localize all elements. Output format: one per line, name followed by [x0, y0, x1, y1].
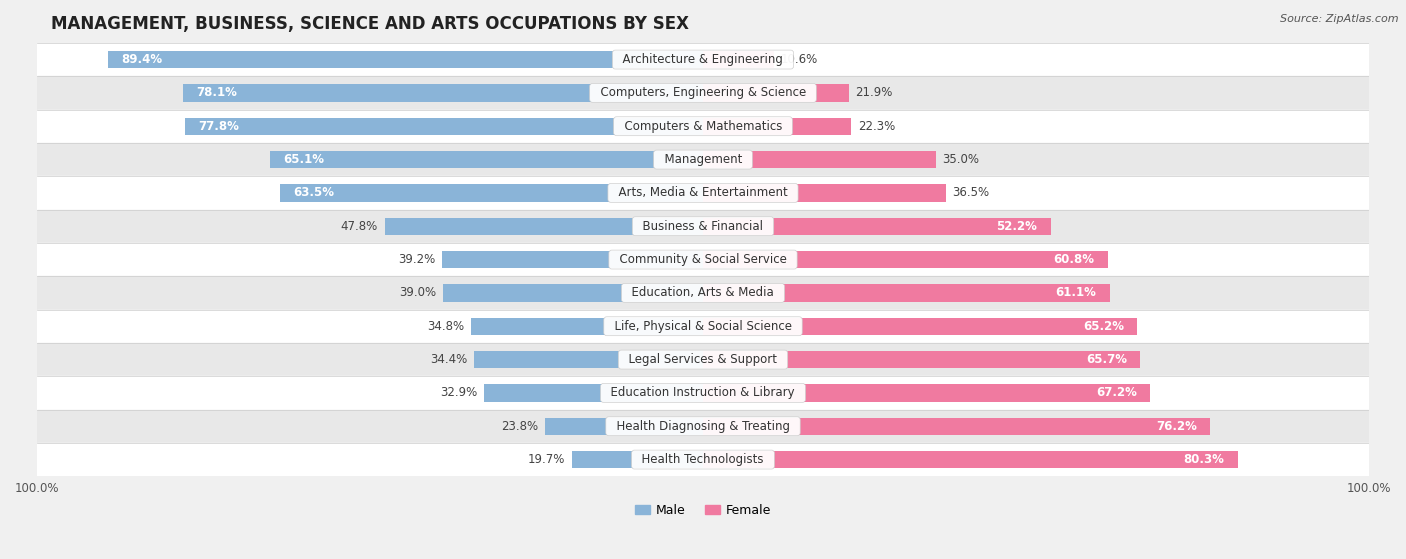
- Legend: Male, Female: Male, Female: [630, 499, 776, 522]
- Text: 80.3%: 80.3%: [1184, 453, 1225, 466]
- Bar: [703, 184, 946, 202]
- Bar: [484, 384, 703, 401]
- Bar: [572, 451, 703, 468]
- Bar: [703, 318, 1137, 335]
- Bar: [703, 284, 1109, 301]
- Bar: [474, 351, 703, 368]
- Text: 65.1%: 65.1%: [283, 153, 323, 166]
- Bar: [37, 376, 1369, 410]
- Bar: [108, 51, 703, 68]
- Bar: [385, 217, 703, 235]
- Bar: [186, 117, 703, 135]
- Bar: [183, 84, 703, 102]
- Bar: [37, 43, 1369, 76]
- Bar: [703, 384, 1150, 401]
- Text: Health Diagnosing & Treating: Health Diagnosing & Treating: [609, 420, 797, 433]
- Text: Arts, Media & Entertainment: Arts, Media & Entertainment: [610, 186, 796, 200]
- Bar: [37, 176, 1369, 210]
- Text: 22.3%: 22.3%: [858, 120, 896, 132]
- Bar: [37, 310, 1369, 343]
- Bar: [703, 84, 849, 102]
- Text: 60.8%: 60.8%: [1053, 253, 1094, 266]
- Text: 39.0%: 39.0%: [399, 286, 437, 300]
- Bar: [471, 318, 703, 335]
- Text: 78.1%: 78.1%: [197, 87, 238, 100]
- Bar: [270, 151, 703, 168]
- Text: 34.8%: 34.8%: [427, 320, 464, 333]
- Bar: [37, 243, 1369, 276]
- Text: 21.9%: 21.9%: [855, 87, 893, 100]
- Text: Computers & Mathematics: Computers & Mathematics: [617, 120, 789, 132]
- Bar: [37, 110, 1369, 143]
- Text: 77.8%: 77.8%: [198, 120, 239, 132]
- Text: Education, Arts & Media: Education, Arts & Media: [624, 286, 782, 300]
- Bar: [37, 76, 1369, 110]
- Text: 23.8%: 23.8%: [501, 420, 538, 433]
- Text: Business & Financial: Business & Financial: [636, 220, 770, 233]
- Bar: [37, 410, 1369, 443]
- Text: Life, Physical & Social Science: Life, Physical & Social Science: [607, 320, 799, 333]
- Text: Architecture & Engineering: Architecture & Engineering: [616, 53, 790, 66]
- Text: 52.2%: 52.2%: [997, 220, 1038, 233]
- Bar: [37, 210, 1369, 243]
- Bar: [703, 451, 1237, 468]
- Bar: [703, 217, 1050, 235]
- Text: 63.5%: 63.5%: [294, 186, 335, 200]
- Text: MANAGEMENT, BUSINESS, SCIENCE AND ARTS OCCUPATIONS BY SEX: MANAGEMENT, BUSINESS, SCIENCE AND ARTS O…: [51, 15, 689, 33]
- Text: Source: ZipAtlas.com: Source: ZipAtlas.com: [1281, 14, 1399, 24]
- Bar: [37, 343, 1369, 376]
- Bar: [37, 143, 1369, 176]
- Bar: [703, 117, 852, 135]
- Text: 19.7%: 19.7%: [527, 453, 565, 466]
- Text: 61.1%: 61.1%: [1056, 286, 1097, 300]
- Bar: [37, 276, 1369, 310]
- Text: Community & Social Service: Community & Social Service: [612, 253, 794, 266]
- Bar: [441, 251, 703, 268]
- Text: Education Instruction & Library: Education Instruction & Library: [603, 386, 803, 399]
- Text: 47.8%: 47.8%: [340, 220, 378, 233]
- Text: 10.6%: 10.6%: [780, 53, 817, 66]
- Text: Health Technologists: Health Technologists: [634, 453, 772, 466]
- Text: 39.2%: 39.2%: [398, 253, 436, 266]
- Text: 89.4%: 89.4%: [121, 53, 162, 66]
- Bar: [703, 51, 773, 68]
- Text: 34.4%: 34.4%: [430, 353, 467, 366]
- Text: 35.0%: 35.0%: [942, 153, 980, 166]
- Text: 65.7%: 65.7%: [1085, 353, 1128, 366]
- Bar: [703, 418, 1211, 435]
- Text: 76.2%: 76.2%: [1156, 420, 1197, 433]
- Bar: [703, 151, 936, 168]
- Bar: [544, 418, 703, 435]
- Text: Legal Services & Support: Legal Services & Support: [621, 353, 785, 366]
- Text: Management: Management: [657, 153, 749, 166]
- Bar: [280, 184, 703, 202]
- Text: Computers, Engineering & Science: Computers, Engineering & Science: [592, 87, 814, 100]
- Text: 65.2%: 65.2%: [1083, 320, 1123, 333]
- Bar: [703, 351, 1140, 368]
- Bar: [703, 251, 1108, 268]
- Bar: [37, 443, 1369, 476]
- Text: 32.9%: 32.9%: [440, 386, 477, 399]
- Text: 67.2%: 67.2%: [1097, 386, 1137, 399]
- Bar: [443, 284, 703, 301]
- Text: 36.5%: 36.5%: [953, 186, 990, 200]
